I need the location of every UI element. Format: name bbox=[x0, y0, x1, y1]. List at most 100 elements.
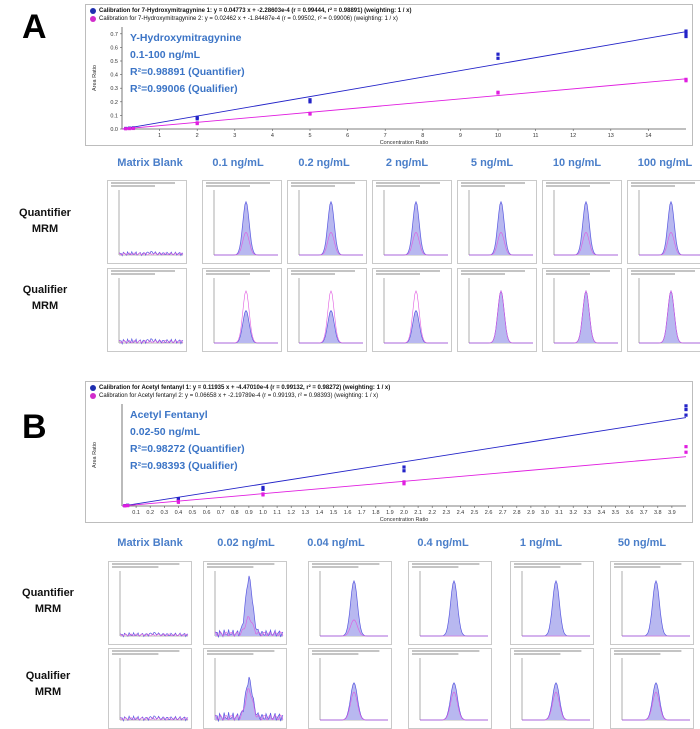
x-tick-label: 1.1 bbox=[273, 510, 281, 516]
range: 0.1-100 ng/mL bbox=[130, 49, 201, 61]
y-tick-label: 0.2 bbox=[110, 100, 118, 106]
x-tick-label: 7 bbox=[384, 133, 387, 139]
x-tick-label: 1.9 bbox=[386, 510, 394, 516]
trace-qualifier bbox=[384, 290, 448, 344]
trace-qualifier bbox=[118, 252, 184, 256]
data-point-series-1 bbox=[308, 100, 312, 104]
col-header-b-0: Matrix Blank bbox=[117, 537, 183, 549]
series-2-marker-icon bbox=[90, 393, 96, 399]
x-tick-label: 2.9 bbox=[527, 510, 535, 516]
thumb-border bbox=[107, 268, 187, 352]
x-tick-label: 14 bbox=[645, 133, 651, 139]
data-point-series-1 bbox=[684, 413, 688, 417]
x-tick-label: 2.8 bbox=[513, 510, 521, 516]
chromatogram-quantifier-b-5 bbox=[610, 561, 694, 645]
data-point-series-1 bbox=[684, 407, 688, 412]
x-tick-label: 0.2 bbox=[146, 510, 154, 516]
data-point-series-2 bbox=[261, 492, 265, 496]
peak-area bbox=[215, 677, 283, 722]
annotation-b: Acetyl Fentanyl 0.02-50 ng/mL R²=0.98272… bbox=[130, 407, 245, 475]
data-point-series-1 bbox=[684, 34, 688, 39]
calibration-line-2-b: Calibration for Acetyl fentanyl 2: y = 0… bbox=[90, 393, 378, 399]
trace-qualifier bbox=[118, 339, 184, 344]
data-point-series-2 bbox=[308, 111, 312, 115]
chromatogram-quantifier-b-1 bbox=[203, 561, 287, 645]
trace-qualifier bbox=[554, 231, 618, 256]
peak-area bbox=[320, 682, 388, 720]
col-header-a-5: 10 ng/mL bbox=[552, 157, 602, 169]
fit-line-series-2 bbox=[121, 78, 687, 130]
chromatogram-quantifier-a-2 bbox=[287, 180, 367, 264]
peak-area bbox=[215, 575, 283, 638]
fit-line-series-1 bbox=[121, 417, 687, 507]
chromatogram-qualifier-a-6 bbox=[627, 268, 700, 352]
data-point-series-1 bbox=[176, 496, 180, 501]
x-tick-label: 0.3 bbox=[160, 510, 168, 516]
x-tick-label: 0.7 bbox=[217, 510, 225, 516]
peak-area bbox=[469, 291, 533, 343]
y-tick-label: 0.0 bbox=[110, 127, 118, 133]
y-tick-label: 0.4 bbox=[110, 73, 118, 79]
peak-area bbox=[639, 201, 700, 255]
chromatogram-quantifier-a-4 bbox=[457, 180, 537, 264]
peak-area bbox=[622, 682, 690, 720]
r2-quantifier: R²=0.98891 (Quantifier) bbox=[130, 66, 245, 78]
x-tick-label: 0.4 bbox=[175, 510, 183, 516]
calibration-line-2-a: Calibration for 7-Hydroxymitragynine 2: … bbox=[90, 16, 398, 22]
data-point-series-1 bbox=[496, 52, 500, 56]
trace-qualifier bbox=[622, 691, 690, 721]
trace-qualifier bbox=[214, 231, 278, 256]
trace-qualifier bbox=[420, 691, 488, 721]
calibration-plot-a: Calibration for 7-Hydroxymitragynine 1: … bbox=[85, 4, 693, 146]
peak-area bbox=[522, 580, 590, 636]
trace-qualifier bbox=[320, 619, 388, 637]
x-tick-label: 0.8 bbox=[231, 510, 239, 516]
peak-area bbox=[469, 201, 533, 255]
chromatogram-quantifier-a-1 bbox=[202, 180, 282, 264]
series-1-marker-icon bbox=[90, 8, 96, 14]
x-tick-label: 3.7 bbox=[640, 510, 648, 516]
data-point-series-1 bbox=[402, 469, 406, 473]
x-tick-label: 3.1 bbox=[555, 510, 563, 516]
chromatogram-qualifier-b-5 bbox=[610, 648, 694, 729]
peak-area bbox=[299, 201, 363, 255]
col-header-a-6: 100 ng/mL bbox=[637, 157, 693, 169]
data-point-series-1 bbox=[261, 487, 265, 491]
x-tick-label: 4 bbox=[271, 133, 274, 139]
x-tick-label: 3.3 bbox=[583, 510, 591, 516]
col-header-b-1: 0.02 ng/mL bbox=[217, 537, 275, 549]
trace-qualifier bbox=[214, 616, 284, 637]
data-point-series-2 bbox=[684, 450, 688, 454]
r2-qualifier: R²=0.98393 (Qualifier) bbox=[130, 460, 238, 472]
x-tick-label: 9 bbox=[459, 133, 462, 139]
annotation-a: Y-Hydroxymitragynine 0.1-100 ng/mL R²=0.… bbox=[130, 30, 245, 98]
x-tick-label: 1.7 bbox=[358, 510, 366, 516]
panel-b-letter: B bbox=[22, 408, 47, 446]
row-label-line: Qualifier bbox=[22, 284, 68, 296]
col-header-b-3: 0.4 ng/mL bbox=[417, 537, 469, 549]
x-tick-label: 0.9 bbox=[245, 510, 253, 516]
chromatogram-qualifier-b-2 bbox=[308, 648, 392, 729]
col-header-b-2: 0.04 ng/mL bbox=[307, 537, 365, 549]
trace-qualifier bbox=[119, 717, 189, 721]
data-point-series-2 bbox=[195, 121, 199, 125]
data-point-series-2 bbox=[496, 90, 500, 94]
x-tick-label: 1 bbox=[158, 133, 161, 139]
thumb-border bbox=[107, 180, 187, 264]
y-axis-label: Area Ratio bbox=[92, 65, 98, 91]
data-point-series-2 bbox=[684, 77, 688, 81]
row-label-line: MRM bbox=[34, 603, 62, 615]
y-tick-label: 0.1 bbox=[110, 113, 118, 119]
header-text: Calibration for 7-Hydroxymitragynine 1: … bbox=[99, 8, 412, 14]
series-2-marker-icon bbox=[90, 16, 96, 22]
x-tick-label: 3.9 bbox=[668, 510, 676, 516]
compound-name: Acetyl Fentanyl bbox=[130, 409, 208, 421]
x-tick-label: 5 bbox=[308, 133, 311, 139]
calibration-line-1-a: Calibration for 7-Hydroxymitragynine 1: … bbox=[90, 8, 411, 14]
plot-area-b: 0.1 0.2 0.3 0.4 0.5 0.6 0.7 0.8 0.9 1.0 1.1 1.2 1.3 1… bbox=[92, 404, 688, 522]
trace-qualifier bbox=[469, 231, 533, 256]
col-header-b-5: 50 ng/mL bbox=[617, 537, 667, 549]
thumb-border bbox=[108, 648, 192, 729]
peak-area bbox=[420, 682, 488, 720]
calibration-plot-b: Calibration for Acetyl fentanyl 1: y = 0… bbox=[85, 381, 693, 523]
